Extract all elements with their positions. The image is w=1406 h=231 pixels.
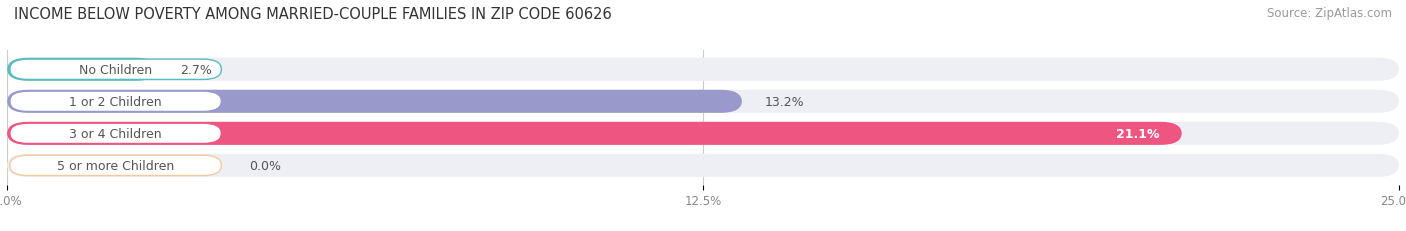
Text: 13.2%: 13.2% (765, 95, 804, 108)
Text: 5 or more Children: 5 or more Children (58, 159, 174, 172)
FancyBboxPatch shape (7, 90, 1399, 113)
FancyBboxPatch shape (7, 58, 1399, 82)
Text: Source: ZipAtlas.com: Source: ZipAtlas.com (1267, 7, 1392, 20)
FancyBboxPatch shape (7, 154, 1399, 177)
Text: 2.7%: 2.7% (180, 64, 211, 76)
Text: 0.0%: 0.0% (249, 159, 281, 172)
FancyBboxPatch shape (10, 124, 221, 144)
FancyBboxPatch shape (7, 58, 157, 82)
FancyBboxPatch shape (7, 122, 1399, 145)
Text: 1 or 2 Children: 1 or 2 Children (69, 95, 162, 108)
FancyBboxPatch shape (10, 92, 221, 112)
FancyBboxPatch shape (10, 155, 221, 176)
FancyBboxPatch shape (10, 60, 221, 80)
Text: No Children: No Children (79, 64, 152, 76)
FancyBboxPatch shape (7, 122, 1182, 145)
Text: 3 or 4 Children: 3 or 4 Children (69, 127, 162, 140)
Text: INCOME BELOW POVERTY AMONG MARRIED-COUPLE FAMILIES IN ZIP CODE 60626: INCOME BELOW POVERTY AMONG MARRIED-COUPL… (14, 7, 612, 22)
FancyBboxPatch shape (7, 90, 742, 113)
Text: 21.1%: 21.1% (1116, 127, 1160, 140)
